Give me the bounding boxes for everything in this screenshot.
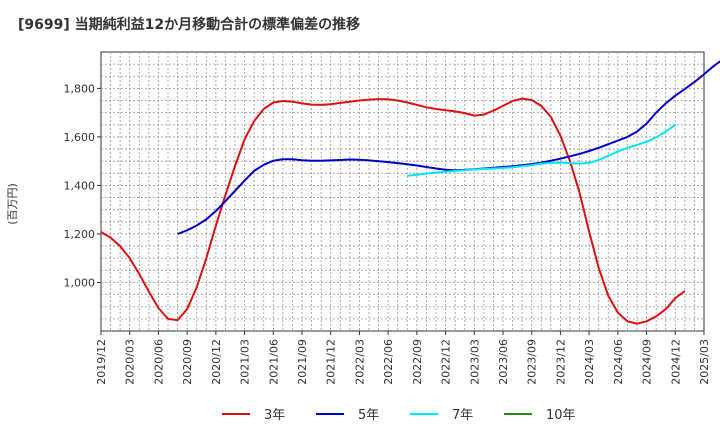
series-line-0 bbox=[100, 97, 686, 325]
grid-lines bbox=[101, 52, 704, 331]
legend-label: 10年 bbox=[546, 408, 576, 423]
y-tick-label: 1,000 bbox=[64, 276, 96, 289]
x-axis: 2019/12 2020/03 2020/06 2020/09 2020/12 2021/… bbox=[95, 331, 711, 385]
x-tick-label: 2021/12 bbox=[325, 339, 338, 385]
x-tick-label: 2023/03 bbox=[468, 339, 481, 385]
x-tick-label: 2023/12 bbox=[554, 339, 567, 385]
x-tick-label: 2022/06 bbox=[382, 339, 395, 385]
x-tick-label: 2019/12 bbox=[95, 339, 108, 385]
x-tick-label: 2021/09 bbox=[296, 339, 309, 385]
plot-area bbox=[100, 51, 705, 332]
legend-label: 3年 bbox=[264, 408, 285, 423]
x-tick-label: 2020/12 bbox=[210, 339, 223, 385]
x-tick-label: 2022/12 bbox=[440, 339, 453, 385]
x-tick-label: 2020/06 bbox=[152, 339, 165, 385]
y-tick-label: 1,600 bbox=[64, 131, 96, 144]
x-tick-label: 2024/12 bbox=[669, 339, 682, 385]
chart-title: [9699] 当期純利益12か月移動合計の標準偏差の推移 bbox=[18, 16, 360, 33]
x-tick-label: 2020/03 bbox=[124, 339, 137, 385]
x-tick-label: 2023/06 bbox=[497, 339, 510, 385]
x-tick-label: 2021/06 bbox=[267, 339, 280, 385]
x-tick-label: 2022/09 bbox=[411, 339, 424, 385]
x-tick-label: 2024/06 bbox=[612, 339, 625, 385]
x-tick-label: 2021/03 bbox=[239, 339, 252, 385]
y-tick-label: 1,200 bbox=[64, 228, 96, 241]
x-tick-label: 2024/03 bbox=[583, 339, 596, 385]
y-axis-label: (百万円) bbox=[6, 183, 19, 225]
x-tick-label: 2025/03 bbox=[698, 339, 711, 385]
x-tick-label: 2023/09 bbox=[526, 339, 539, 385]
series-lines bbox=[100, 60, 720, 325]
legend: 3年 5年 7年 10年 bbox=[222, 408, 576, 423]
y-tick-label: 1,400 bbox=[64, 179, 96, 192]
y-axis: 1,000 1,200 1,400 1,600 1,800 bbox=[64, 82, 101, 289]
series-line-2 bbox=[407, 123, 676, 177]
y-tick-label: 1,800 bbox=[64, 82, 96, 95]
legend-label: 5年 bbox=[358, 408, 379, 423]
x-tick-label: 2020/09 bbox=[181, 339, 194, 385]
x-tick-label: 2024/09 bbox=[641, 339, 654, 385]
x-tick-label: 2022/03 bbox=[353, 339, 366, 385]
series-line-1 bbox=[177, 60, 720, 235]
legend-label: 7年 bbox=[452, 408, 473, 423]
